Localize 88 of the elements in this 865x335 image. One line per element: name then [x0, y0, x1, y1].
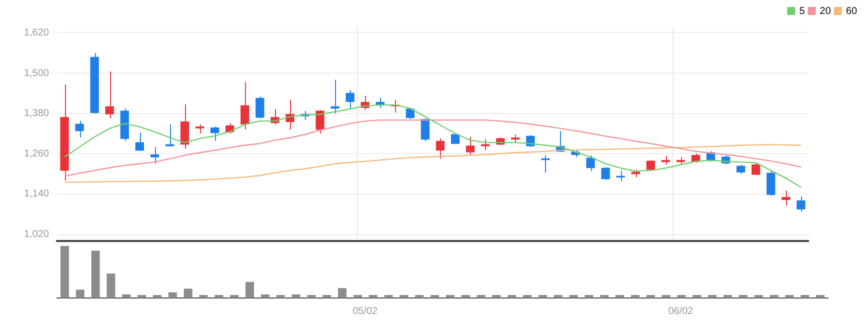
bar	[60, 246, 69, 298]
candlestick	[736, 164, 746, 174]
bar	[400, 295, 408, 298]
bar	[785, 295, 794, 298]
candlestick	[180, 104, 190, 150]
candlestick	[601, 166, 610, 180]
candlestick	[796, 196, 806, 212]
candlestick	[75, 120, 84, 138]
bar	[584, 295, 594, 298]
bar	[322, 295, 332, 298]
candlestick	[210, 126, 220, 142]
candlestick	[450, 134, 460, 144]
bar	[353, 295, 362, 298]
candlestick	[420, 118, 430, 142]
bar	[508, 295, 516, 298]
legend-label: 5	[799, 6, 806, 17]
bar	[677, 295, 686, 298]
bar	[724, 295, 732, 298]
legend-label: 20	[820, 6, 832, 17]
bar	[276, 295, 285, 298]
x-tick-label: 05/02	[352, 306, 378, 317]
candlestick	[466, 136, 475, 156]
bar	[692, 295, 702, 298]
bar	[138, 295, 146, 298]
bar	[569, 295, 578, 298]
candlestick	[766, 170, 776, 196]
candlestick	[541, 154, 550, 174]
candlestick	[436, 138, 445, 160]
bar	[646, 295, 655, 298]
bar	[600, 295, 609, 298]
legend-label: 60	[846, 6, 858, 17]
bar	[800, 295, 810, 298]
bar	[708, 295, 717, 298]
candlestick	[752, 162, 760, 176]
bar	[106, 274, 116, 298]
bar	[754, 295, 763, 298]
bar	[168, 292, 177, 298]
candlestick	[586, 154, 595, 172]
bar	[246, 282, 254, 298]
bar	[523, 295, 532, 298]
y-tick-label: 1,140	[24, 188, 50, 200]
candlestick	[346, 89, 354, 110]
bar	[122, 294, 131, 298]
candlestick	[782, 190, 790, 206]
y-tick-label: 1,020	[24, 229, 50, 240]
candlestick	[135, 132, 144, 152]
candlestick	[406, 107, 415, 120]
candlestick	[240, 82, 250, 130]
bar	[554, 295, 562, 298]
bar	[430, 295, 440, 298]
y-tick-label: 1,260	[24, 148, 50, 160]
bar	[292, 294, 300, 298]
y-tick-label: 1,620	[24, 27, 50, 38]
candlestick	[316, 109, 324, 134]
candlestick	[481, 138, 490, 151]
y-tick-label: 1,500	[24, 68, 50, 79]
bar	[199, 295, 208, 298]
bar	[415, 295, 424, 298]
candlestick	[256, 96, 264, 119]
bar	[816, 295, 825, 298]
bar	[230, 295, 239, 298]
bar	[446, 295, 454, 298]
bar	[662, 295, 670, 298]
bar	[307, 295, 316, 298]
bar	[184, 288, 192, 298]
bar	[770, 295, 778, 298]
bar	[76, 290, 84, 298]
bar	[738, 295, 748, 298]
bar	[461, 295, 470, 298]
x-tick-label: 06/02	[668, 306, 694, 317]
bar	[91, 250, 100, 298]
candlestick	[526, 134, 535, 148]
bar	[384, 295, 393, 298]
bar	[260, 294, 270, 298]
bar	[492, 295, 501, 298]
bar	[631, 295, 640, 298]
candlestick	[105, 70, 114, 119]
bar	[152, 295, 162, 298]
bar	[338, 288, 347, 298]
candlestick	[195, 124, 204, 134]
candlestick	[165, 124, 174, 146]
bar	[616, 295, 624, 298]
bar	[476, 295, 486, 298]
y-tick-label: 1,380	[24, 108, 50, 120]
bar	[368, 295, 378, 298]
bar	[214, 295, 224, 298]
bar	[538, 295, 547, 298]
candlestick	[150, 146, 160, 164]
